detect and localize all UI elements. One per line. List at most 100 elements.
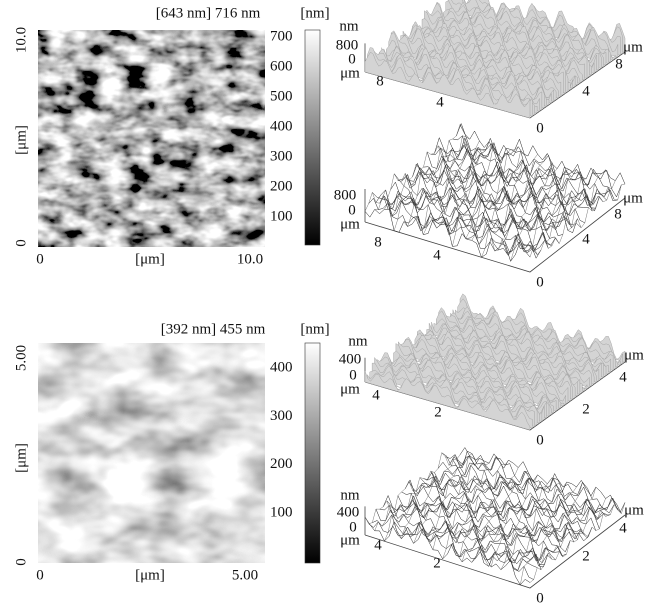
wire-line [459,447,626,513]
axis-tick-label: 0 [536,274,544,290]
wire-line [412,483,578,542]
wire-line [415,163,582,229]
axis-tick-label: 8 [614,206,622,222]
z-tick-label: 400 [339,351,362,367]
wire-line [364,516,531,586]
axis-unit: μm [623,190,643,206]
surface-base [364,197,626,273]
wire-line [452,153,548,247]
z-tick-label: 0 [349,367,357,383]
axis-unit: μm [340,65,360,81]
x-right: 10.0 [237,251,263,267]
colorbar-tick-label: 700 [270,28,293,44]
axis-unit: μm [340,381,360,397]
height-range: [643 nm] 716 nm [156,5,261,21]
wire-line [419,166,585,224]
wire-line [520,180,616,253]
axis-unit: μm [624,347,644,363]
axis-tick-label: 4 [619,520,627,536]
axis-tick-label: 8 [615,56,623,72]
afm-image [38,30,265,247]
wire-line [437,461,604,520]
wire-line [384,137,480,217]
colorbar-tick-label: 500 [270,88,293,104]
axis-tick-label: 0 [536,432,544,448]
axis-tick-label: 0 [536,590,544,606]
wire-line [456,122,622,198]
wire-line [386,500,553,564]
wire-line [442,474,538,559]
wire-line [364,124,461,212]
wire-line [432,150,529,229]
x-label: [μm] [135,567,165,583]
z-unit: nm [348,333,368,349]
axis-tick-label: 4 [582,83,590,99]
wire-line [375,508,542,570]
wire-line [529,183,626,258]
surface-strip [424,10,590,78]
colorbar-tick-label: 200 [270,178,293,194]
axis-tick-label: 4 [372,387,380,403]
wire-line [490,171,587,252]
axis-tick-label: 4 [582,231,590,247]
wire-line [510,498,606,571]
wire-line [459,124,626,185]
wire-line [393,462,490,540]
axis-tick-label: 8 [374,234,382,250]
wire-line [372,514,538,571]
axis-tick-label: 2 [582,548,590,564]
axis-tick-label: 4 [374,537,382,553]
wire-line [426,471,593,539]
wire-line [481,486,577,567]
surface-strip [374,356,540,424]
axis-tick-label: 2 [434,404,442,420]
axis-tick-label: 2 [433,555,441,571]
wire-line [397,495,564,558]
wire-line [401,491,567,557]
surface-plot [364,122,626,273]
surface-strip [364,370,531,431]
wire-line [403,142,499,227]
wire-line [456,454,622,514]
surface-base [364,514,626,589]
wire-line [452,135,618,201]
wire-line [437,145,604,205]
x-left: 0 [36,251,44,267]
axis-tick-label: 4 [433,247,441,263]
y-label: [μm] [13,443,29,473]
z-tick-label: 0 [348,202,356,218]
wire-line [408,481,575,543]
colorbar-unit: [nm] [300,321,329,337]
surface-strip [364,51,531,119]
surface-plot [364,447,626,589]
wire-line [368,521,534,580]
axis-tick-label: 2 [582,401,590,417]
colorbar [304,29,321,246]
colorbar-tick-label: 400 [270,118,293,134]
x-right: 5.00 [232,567,258,583]
wire-line [461,477,558,562]
wire-line [434,470,600,529]
colorbar-tick-label: 200 [270,456,293,472]
wire-line [364,208,531,262]
wire-line [481,169,577,258]
wire-line [419,477,585,540]
wire-line [471,481,567,563]
surface-plot [364,0,626,119]
wire-line [413,141,509,232]
wire-line [423,476,589,542]
wire-line [393,141,490,231]
wire-line [490,481,587,568]
wire-line [520,497,616,585]
axis-tick-label: 0 [536,120,544,136]
wire-line [452,477,548,558]
wire-line [379,192,545,251]
y-bottom: 0 [13,239,29,247]
wire-line [384,453,480,542]
wire-line [423,146,519,235]
z-unit: nm [339,18,359,34]
wire-line [390,181,556,246]
surface-plot [364,293,626,431]
